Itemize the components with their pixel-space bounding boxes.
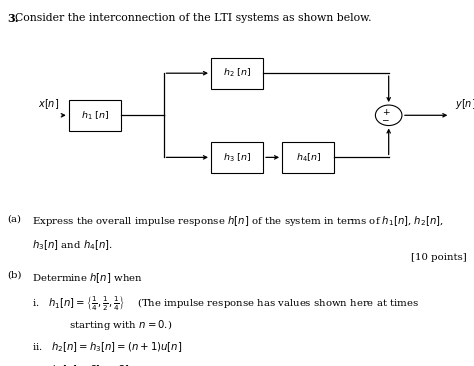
Text: $h_1\ [n]$: $h_1\ [n]$ xyxy=(81,109,109,122)
Text: $x[n]$: $x[n]$ xyxy=(38,97,59,111)
Text: [10 points]: [10 points] xyxy=(411,253,467,262)
Text: $y[n]$: $y[n]$ xyxy=(455,97,474,111)
Text: iii.  $h_4[n] = \delta[n-2]$: iii. $h_4[n] = \delta[n-2]$ xyxy=(32,363,130,366)
FancyBboxPatch shape xyxy=(211,57,263,89)
Circle shape xyxy=(375,105,402,126)
Text: (a): (a) xyxy=(8,214,22,223)
Text: i.   $h_1[n] = \left\{\frac{1}{4}, \frac{1}{2}, \frac{1}{4}\right\}$    (The imp: i. $h_1[n] = \left\{\frac{1}{4}, \frac{1… xyxy=(32,295,419,313)
FancyBboxPatch shape xyxy=(211,142,263,173)
Text: Determine $h[n]$ when: Determine $h[n]$ when xyxy=(32,271,143,285)
Text: $h_3[n]$ and $h_4[n]$.: $h_3[n]$ and $h_4[n]$. xyxy=(32,238,113,252)
Text: $h_3\ [n]$: $h_3\ [n]$ xyxy=(223,151,251,164)
Text: 3.: 3. xyxy=(8,13,19,24)
FancyBboxPatch shape xyxy=(69,100,121,131)
Text: $h_4[n]$: $h_4[n]$ xyxy=(295,151,321,164)
Text: ii.   $h_2[n] = h_3[n] = (n+1)u[n]$: ii. $h_2[n] = h_3[n] = (n+1)u[n]$ xyxy=(32,340,182,354)
Text: starting with $n = 0$.): starting with $n = 0$.) xyxy=(50,318,172,332)
Text: Express the overall impulse response $h[n]$ of the system in terms of $h_1[n]$, : Express the overall impulse response $h[… xyxy=(32,214,444,228)
Text: $-$: $-$ xyxy=(381,115,390,123)
Text: $h_2\ [n]$: $h_2\ [n]$ xyxy=(223,67,251,79)
FancyBboxPatch shape xyxy=(282,142,334,173)
Text: +: + xyxy=(382,108,389,117)
Text: (b): (b) xyxy=(8,271,22,280)
Text: Consider the interconnection of the LTI systems as shown below.: Consider the interconnection of the LTI … xyxy=(8,13,371,23)
